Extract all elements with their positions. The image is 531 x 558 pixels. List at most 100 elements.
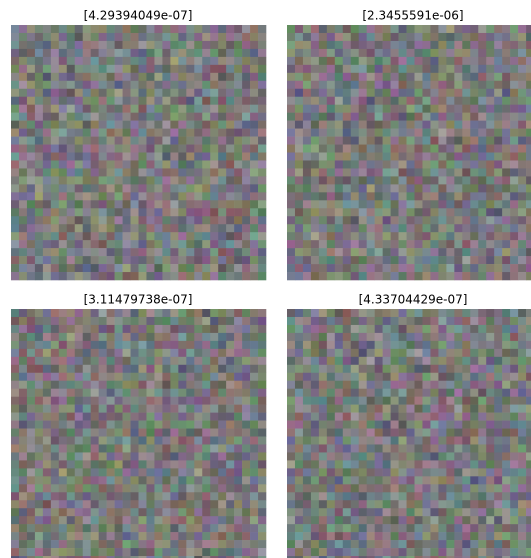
noise-pixel bbox=[250, 516, 258, 524]
noise-pixel bbox=[226, 325, 234, 333]
noise-pixel bbox=[202, 224, 210, 232]
noise-pixel bbox=[115, 516, 123, 524]
noise-pixel bbox=[226, 129, 234, 137]
noise-pixel bbox=[91, 81, 99, 89]
noise-pixel bbox=[115, 57, 123, 65]
noise-pixel bbox=[218, 532, 226, 540]
noise-pixel bbox=[470, 33, 478, 41]
noise-pixel bbox=[170, 476, 178, 484]
noise-pixel bbox=[146, 365, 154, 373]
noise-pixel bbox=[59, 381, 67, 389]
noise-pixel bbox=[478, 256, 486, 264]
noise-pixel bbox=[478, 57, 486, 65]
noise-pixel bbox=[91, 153, 99, 161]
noise-pixel bbox=[131, 129, 139, 137]
noise-pixel bbox=[11, 444, 19, 452]
noise-pixel bbox=[131, 524, 139, 532]
noise-pixel bbox=[162, 216, 170, 224]
noise-pixel bbox=[67, 256, 75, 264]
noise-pixel bbox=[75, 373, 83, 381]
noise-pixel bbox=[446, 476, 454, 484]
noise-pixel bbox=[27, 444, 35, 452]
noise-pixel bbox=[478, 153, 486, 161]
noise-pixel bbox=[11, 508, 19, 516]
noise-pixel bbox=[470, 49, 478, 57]
noise-pixel bbox=[351, 476, 359, 484]
noise-pixel bbox=[494, 137, 502, 145]
noise-pixel bbox=[383, 437, 391, 445]
noise-pixel bbox=[51, 500, 59, 508]
noise-pixel bbox=[470, 137, 478, 145]
noise-pixel bbox=[35, 333, 43, 341]
noise-pixel bbox=[154, 224, 162, 232]
noise-pixel bbox=[303, 397, 311, 405]
noise-pixel bbox=[438, 113, 446, 121]
noise-pixel bbox=[494, 484, 502, 492]
noise-pixel bbox=[399, 153, 407, 161]
noise-pixel bbox=[375, 468, 383, 476]
noise-pixel bbox=[510, 65, 518, 73]
noise-pixel bbox=[311, 460, 319, 468]
noise-pixel bbox=[139, 272, 147, 280]
noise-pixel bbox=[202, 429, 210, 437]
noise-pixel bbox=[162, 437, 170, 445]
noise-pixel bbox=[327, 524, 335, 532]
noise-pixel bbox=[59, 153, 67, 161]
noise-pixel bbox=[59, 341, 67, 349]
noise-pixel bbox=[518, 508, 526, 516]
noise-pixel bbox=[154, 129, 162, 137]
noise-pixel bbox=[139, 137, 147, 145]
noise-pixel bbox=[162, 389, 170, 397]
noise-pixel bbox=[91, 349, 99, 357]
noise-pixel bbox=[335, 272, 343, 280]
noise-pixel bbox=[83, 49, 91, 57]
noise-pixel bbox=[526, 81, 531, 89]
noise-pixel bbox=[415, 121, 423, 129]
noise-pixel bbox=[470, 349, 478, 357]
noise-pixel bbox=[478, 357, 486, 365]
noise-pixel bbox=[218, 373, 226, 381]
noise-pixel bbox=[391, 476, 399, 484]
noise-pixel bbox=[407, 349, 415, 357]
noise-pixel bbox=[51, 73, 59, 81]
noise-pixel bbox=[59, 216, 67, 224]
noise-pixel bbox=[343, 256, 351, 264]
noise-pixel bbox=[11, 121, 19, 129]
noise-pixel bbox=[178, 405, 186, 413]
noise-pixel bbox=[486, 421, 494, 429]
noise-pixel bbox=[43, 452, 51, 460]
noise-pixel bbox=[51, 264, 59, 272]
noise-pixel bbox=[510, 49, 518, 57]
noise-pixel bbox=[438, 500, 446, 508]
noise-pixel bbox=[59, 256, 67, 264]
noise-pixel bbox=[518, 373, 526, 381]
noise-pixel bbox=[430, 381, 438, 389]
noise-pixel bbox=[327, 389, 335, 397]
noise-pixel bbox=[311, 389, 319, 397]
noise-pixel bbox=[343, 476, 351, 484]
noise-pixel bbox=[210, 500, 218, 508]
noise-pixel bbox=[178, 89, 186, 97]
noise-pixel bbox=[139, 437, 147, 445]
noise-pixel bbox=[462, 176, 470, 184]
noise-pixel bbox=[107, 153, 115, 161]
noise-pixel bbox=[139, 216, 147, 224]
noise-pixel bbox=[327, 65, 335, 73]
noise-pixel bbox=[91, 137, 99, 145]
noise-pixel bbox=[422, 121, 430, 129]
noise-pixel bbox=[430, 89, 438, 97]
noise-pixel bbox=[107, 176, 115, 184]
noise-pixel bbox=[258, 248, 266, 256]
noise-pixel bbox=[375, 500, 383, 508]
noise-pixel bbox=[162, 145, 170, 153]
noise-pixel bbox=[67, 57, 75, 65]
noise-pixel bbox=[407, 333, 415, 341]
noise-pixel bbox=[486, 176, 494, 184]
noise-pixel bbox=[303, 484, 311, 492]
noise-pixel bbox=[518, 240, 526, 248]
noise-pixel bbox=[51, 105, 59, 113]
noise-pixel bbox=[335, 65, 343, 73]
noise-pixel bbox=[502, 137, 510, 145]
noise-pixel bbox=[399, 105, 407, 113]
noise-pixel bbox=[438, 373, 446, 381]
